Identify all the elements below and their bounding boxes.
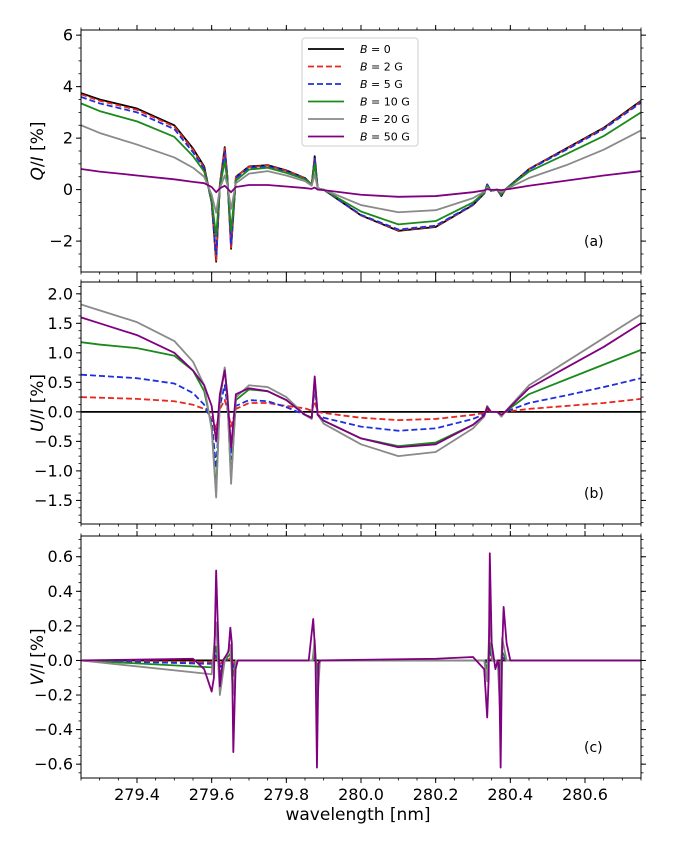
x-axis-label: wavelength [nm] <box>285 805 430 825</box>
y-tick-label: 0.5 <box>48 373 73 392</box>
y-tick-label: −1.0 <box>34 461 73 480</box>
panel-label: (b) <box>584 486 604 502</box>
y-tick-label: −1.5 <box>34 491 73 510</box>
series-line-c-5 <box>81 552 641 769</box>
series-line-b-3 <box>81 341 641 493</box>
y-tick-label: 1.0 <box>48 343 73 362</box>
axes-frame <box>80 535 642 779</box>
panel-v-over-i: −0.6 −0.4 −0.2 0.0 0.2 0.4 0.6 279.4 279.6 279.8 2… <box>28 531 646 804</box>
x-tick-label: 280.6 <box>562 785 608 804</box>
y-tick-label: 6 <box>63 26 73 45</box>
y-axis-label: Q/I [%] <box>28 122 48 181</box>
plot-area <box>81 303 641 499</box>
y-tick-label: −0.6 <box>34 755 73 774</box>
y-tick-label: 0 <box>63 180 73 199</box>
x-tick-label: 280.4 <box>487 785 533 804</box>
y-tick-label: −0.2 <box>34 686 73 705</box>
x-tick-label: 279.6 <box>189 785 235 804</box>
y-tick-label: 2.0 <box>48 284 73 303</box>
plot-area <box>81 92 641 263</box>
series-line-b-1 <box>81 396 641 431</box>
legend-label-5: B = 50 G <box>360 131 410 144</box>
y-tick-label: −0.5 <box>34 432 73 451</box>
plot-area <box>81 552 641 769</box>
y-tick-label: −2 <box>49 232 73 251</box>
panel-label: (c) <box>584 740 603 756</box>
panel-label: (a) <box>584 234 604 250</box>
legend-label-2: B = 5 G <box>360 78 403 91</box>
y-tick-label: 0.0 <box>48 651 73 670</box>
legend: B = 0 B = 2 G B = 5 G B = 10 G B = 20 G B = 5… <box>301 37 419 147</box>
series-line-b-2 <box>81 373 641 469</box>
series-line-b-5 <box>81 316 641 449</box>
legend-label-4: B = 20 G <box>360 113 410 126</box>
legend-label-0: B = 0 <box>360 43 391 56</box>
y-tick-label: 0.2 <box>48 616 73 635</box>
y-tick-label: 0.6 <box>48 547 73 566</box>
x-tick-label: 279.4 <box>114 785 160 804</box>
series-line-a-5 <box>81 168 641 198</box>
y-tick-label: 4 <box>63 77 73 96</box>
x-tick-label: 280.0 <box>338 785 384 804</box>
y-tick-label: 2 <box>63 129 73 148</box>
panel-q-over-i: −2 0 2 4 6 Q/I [%] (a) B = 0 B = 2 G B = 5 G B = 1… <box>28 25 646 277</box>
legend-label-3: B = 10 G <box>360 96 410 109</box>
x-tick-label: 279.8 <box>263 785 309 804</box>
y-tick-label: 1.5 <box>48 314 73 333</box>
legend-label-1: B = 2 G <box>360 61 403 74</box>
axes-frame <box>80 281 642 525</box>
y-tick-label: −0.4 <box>34 720 73 739</box>
y-tick-label: 0.0 <box>48 402 73 421</box>
y-axis-label: U/I [%] <box>28 374 48 432</box>
x-tick-label: 280.2 <box>413 785 459 804</box>
panel-u-over-i: −1.5 −1.0 −0.5 0.0 0.5 1.0 1.5 2.0 U/I [%] (b) <box>28 277 646 529</box>
y-axis-label: V/I [%] <box>28 628 48 685</box>
y-tick-label: 0.4 <box>48 582 73 601</box>
